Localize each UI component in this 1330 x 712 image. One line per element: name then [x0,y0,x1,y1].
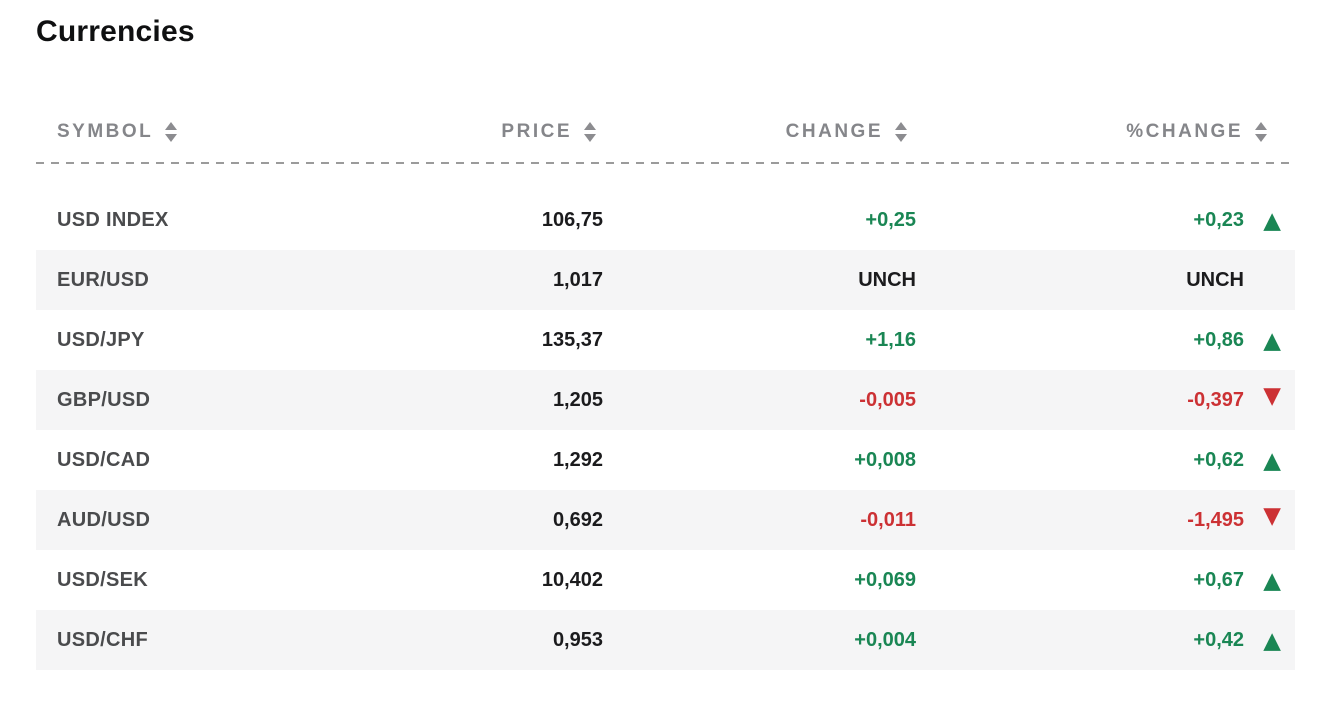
column-header-price[interactable]: PRICE [356,121,603,143]
pct-change-cell: +0,42 ▲ [916,627,1281,654]
pct-change-cell: -0,397 ▼ [916,384,1281,412]
pct-change-value: +0,62 [1193,448,1244,471]
column-header-symbol[interactable]: SYMBOL [36,121,356,143]
table-header-row: SYMBOL PRICE CHANGE %CHANGE [36,52,1295,162]
trend-down-icon: ▼ [1263,502,1281,529]
symbol-cell[interactable]: USD/CHF [57,628,148,651]
symbol-cell[interactable]: USD/JPY [57,328,145,351]
change-cell: +0,004 [854,628,916,651]
price-cell: 0,692 [552,508,603,531]
pct-change-value: -0,397 [1187,388,1244,411]
price-cell: 1,017 [552,268,603,291]
price-cell: 0,953 [552,628,603,651]
pct-change-value: +0,23 [1193,208,1244,231]
column-header-label: CHANGE [785,121,883,142]
table-row[interactable]: USD/JPY 135,37 +1,16 +0,86 ▲ [36,310,1295,370]
symbol-cell[interactable]: USD/SEK [57,568,149,591]
change-cell: -0,011 [860,508,916,531]
table-body: USD INDEX 106,75 +0,25 +0,23 ▲ EUR/USD 1,017 UN… [36,190,1295,670]
column-header-label: PRICE [501,121,572,142]
trend-down-icon: ▼ [1263,382,1281,409]
pct-change-cell: UNCH [916,269,1281,292]
table-row[interactable]: USD/CHF 0,953 +0,004 +0,42 ▲ [36,610,1295,670]
price-cell: 106,75 [541,208,603,231]
pct-change-cell: -1,495 ▼ [916,504,1281,532]
sort-icon[interactable] [1255,122,1267,142]
pct-change-cell: +0,86 ▲ [916,327,1281,354]
symbol-cell[interactable]: EUR/USD [57,268,150,291]
column-header-label: %CHANGE [1126,121,1243,142]
table-row[interactable]: GBP/USD 1,205 -0,005 -0,397 ▼ [36,370,1295,430]
header-divider [36,162,1295,164]
trend-up-icon: ▲ [1263,447,1281,474]
sort-icon[interactable] [895,122,907,142]
price-cell: 135,37 [541,328,603,351]
change-cell: -0,005 [859,388,916,411]
pct-change-value: UNCH [1186,268,1244,291]
change-cell: +0,25 [865,208,916,231]
price-cell: 1,205 [552,388,603,411]
table-row[interactable]: AUD/USD 0,692 -0,011 -1,495 ▼ [36,490,1295,550]
change-cell: +0,008 [854,448,916,471]
symbol-cell[interactable]: USD/CAD [57,448,151,471]
trend-up-icon: ▲ [1263,627,1281,654]
table-row[interactable]: USD/CAD 1,292 +0,008 +0,62 ▲ [36,430,1295,490]
trend-up-icon: ▲ [1263,207,1281,234]
table-row[interactable]: EUR/USD 1,017 UNCH UNCH [36,250,1295,310]
table-row[interactable]: USD INDEX 106,75 +0,25 +0,23 ▲ [36,190,1295,250]
symbol-cell[interactable]: AUD/USD [57,508,151,531]
price-cell: 10,402 [541,568,603,591]
table-row[interactable]: USD/SEK 10,402 +0,069 +0,67 ▲ [36,550,1295,610]
pct-change-value: +0,86 [1193,328,1244,351]
sort-icon[interactable] [584,122,596,142]
price-cell: 1,292 [552,448,603,471]
column-header-change[interactable]: CHANGE [603,121,916,143]
column-header-label: SYMBOL [57,121,154,142]
symbol-cell[interactable]: GBP/USD [57,388,151,411]
sort-icon[interactable] [165,122,178,142]
pct-change-value: -1,495 [1187,508,1244,531]
change-cell: +0,069 [854,568,916,591]
pct-change-value: +0,67 [1193,568,1244,591]
change-cell: +1,16 [865,328,916,351]
pct-change-cell: +0,67 ▲ [916,567,1281,594]
pct-change-cell: +0,62 ▲ [916,447,1281,474]
trend-up-icon: ▲ [1263,327,1281,354]
page-title: Currencies [36,15,195,48]
trend-up-icon: ▲ [1263,567,1281,594]
column-header-pct-change[interactable]: %CHANGE [916,121,1281,143]
pct-change-value: +0,42 [1193,628,1244,651]
pct-change-cell: +0,23 ▲ [916,207,1281,234]
currencies-widget: Currencies SYMBOL PRICE CHANGE %CHANGE U… [36,12,1295,670]
change-cell: UNCH [858,268,916,291]
symbol-cell[interactable]: USD INDEX [57,208,169,231]
